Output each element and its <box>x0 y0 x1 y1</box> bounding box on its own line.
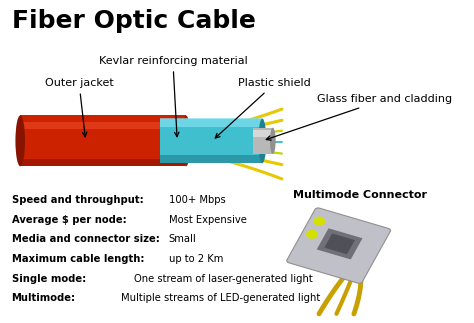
Text: Small: Small <box>169 234 196 244</box>
Bar <box>20 115 186 166</box>
Ellipse shape <box>270 128 275 154</box>
Text: Most Expensive: Most Expensive <box>169 214 246 224</box>
Text: Speed and throughput:: Speed and throughput: <box>11 195 143 205</box>
Text: 100+ Mbps: 100+ Mbps <box>169 195 225 205</box>
Ellipse shape <box>258 119 266 163</box>
FancyBboxPatch shape <box>324 234 355 254</box>
Bar <box>253 130 273 137</box>
Text: Average $ per node:: Average $ per node: <box>11 214 126 224</box>
Text: Multiple streams of LED-generated light: Multiple streams of LED-generated light <box>120 293 320 303</box>
Circle shape <box>314 217 325 225</box>
Text: Outer jacket: Outer jacket <box>45 78 113 137</box>
Text: Single mode:: Single mode: <box>11 274 86 284</box>
Bar <box>160 118 262 128</box>
Ellipse shape <box>181 115 191 166</box>
Text: Plastic shield: Plastic shield <box>215 78 311 138</box>
Text: Maximum cable length:: Maximum cable length: <box>11 254 144 264</box>
Text: One stream of laser-generated light: One stream of laser-generated light <box>134 274 312 284</box>
Text: Multimode Connector: Multimode Connector <box>293 190 428 200</box>
Bar <box>253 128 273 154</box>
Bar <box>20 122 186 130</box>
Bar <box>20 159 186 166</box>
FancyBboxPatch shape <box>287 208 391 283</box>
Text: Kevlar reinforcing material: Kevlar reinforcing material <box>99 56 247 137</box>
Bar <box>160 155 262 163</box>
Ellipse shape <box>16 115 25 166</box>
Text: Glass fiber and cladding: Glass fiber and cladding <box>266 94 452 140</box>
FancyBboxPatch shape <box>317 228 363 259</box>
Circle shape <box>307 231 317 238</box>
Bar <box>160 119 262 163</box>
Text: Multimode:: Multimode: <box>11 293 76 303</box>
Text: Fiber Optic Cable: Fiber Optic Cable <box>11 9 255 33</box>
Text: Media and connector size:: Media and connector size: <box>11 234 159 244</box>
Text: up to 2 Km: up to 2 Km <box>169 254 223 264</box>
